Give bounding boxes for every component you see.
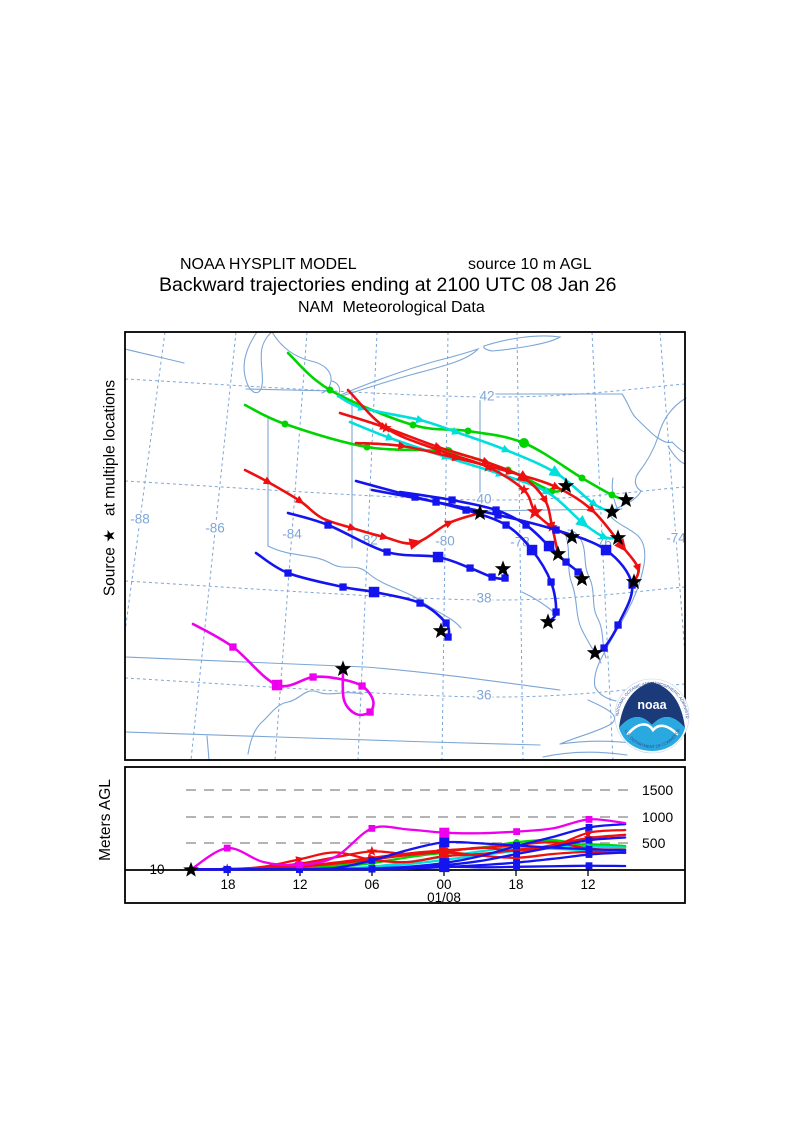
time-tick-label: 12 bbox=[580, 877, 595, 892]
latitude-label: 36 bbox=[476, 688, 491, 703]
source-star bbox=[334, 660, 352, 676]
longitude-label: -78 bbox=[510, 535, 530, 550]
source-star bbox=[563, 528, 581, 544]
source-star bbox=[617, 491, 635, 507]
trajectory-blue-2 bbox=[254, 551, 452, 641]
source-star bbox=[573, 570, 591, 586]
trajectory-red-2 bbox=[243, 468, 482, 550]
time-tick-label: 00 bbox=[436, 877, 451, 892]
trajectory-green-1 bbox=[286, 351, 628, 502]
source-star bbox=[471, 504, 489, 520]
height-gridline-label: 500 bbox=[642, 835, 666, 851]
source-star bbox=[603, 503, 621, 519]
time-tick-label: 06 bbox=[364, 877, 379, 892]
trajectory-blue-5 bbox=[398, 490, 584, 581]
noaa-logo-ring-top-text: NATIONAL OCEANIC AND ATMOSPHERIC ADMINIS… bbox=[0, 0, 690, 719]
time-tick-label: 12 bbox=[292, 877, 307, 892]
height-series-blue bbox=[189, 861, 627, 873]
profile-source-star bbox=[183, 861, 199, 877]
source-star bbox=[549, 545, 567, 561]
height-series-magenta bbox=[189, 816, 627, 871]
date-label: 01/08 bbox=[427, 890, 461, 905]
height-profile-panel: 500 1000 1500 10 18 12 06 00 18 12 01/08 bbox=[124, 766, 686, 905]
source-star bbox=[432, 622, 450, 638]
longitude-label: -74 bbox=[666, 531, 686, 546]
source-star bbox=[539, 613, 557, 629]
source-star bbox=[557, 477, 575, 493]
longitude-label: -80 bbox=[435, 534, 455, 549]
noaa-logo-gull-icon bbox=[626, 723, 679, 736]
noaa-logo-text: noaa bbox=[637, 698, 667, 712]
source-star bbox=[625, 573, 643, 589]
noaa-logo: noaa NATIONAL OCEANIC AND ATMOSPHERIC AD… bbox=[0, 0, 690, 754]
source-star bbox=[494, 560, 512, 576]
start-height-label: 10 bbox=[149, 862, 164, 877]
source-star bbox=[586, 644, 604, 660]
model-title: NOAA HYSPLIT MODEL bbox=[180, 256, 357, 273]
time-tick-label: 18 bbox=[508, 877, 523, 892]
main-title: Backward trajectories ending at 2100 UTC… bbox=[159, 274, 617, 296]
longitude-label: -86 bbox=[205, 521, 225, 536]
latitude-label: 38 bbox=[476, 591, 491, 606]
longitude-label: -88 bbox=[130, 512, 150, 527]
map-trajectories bbox=[191, 351, 641, 717]
map-border bbox=[124, 331, 686, 761]
noaa-logo-navy-shape bbox=[619, 682, 685, 728]
latitude-label: 42 bbox=[479, 389, 494, 404]
latitude-label: 40 bbox=[476, 492, 491, 507]
noaa-logo-sky-shape bbox=[619, 717, 685, 751]
met-data-title: NAM Meteorological Data bbox=[298, 299, 485, 316]
height-gridline-label: 1000 bbox=[642, 809, 673, 825]
height-profile-series bbox=[189, 816, 627, 874]
source-star bbox=[609, 529, 627, 545]
time-tick-label: 18 bbox=[220, 877, 235, 892]
trajectory-cyan-2 bbox=[348, 420, 620, 540]
source-height-note: source 10 m AGL bbox=[468, 256, 592, 273]
height-gridline-label: 1500 bbox=[642, 782, 673, 798]
trajectory-magenta-1 bbox=[191, 622, 375, 717]
height-panel-border bbox=[124, 766, 686, 904]
trajectory-red-4 bbox=[354, 441, 641, 584]
source-star-markers bbox=[334, 477, 643, 676]
longitude-label: -84 bbox=[282, 527, 302, 542]
trajectory-blue-1 bbox=[286, 511, 509, 582]
